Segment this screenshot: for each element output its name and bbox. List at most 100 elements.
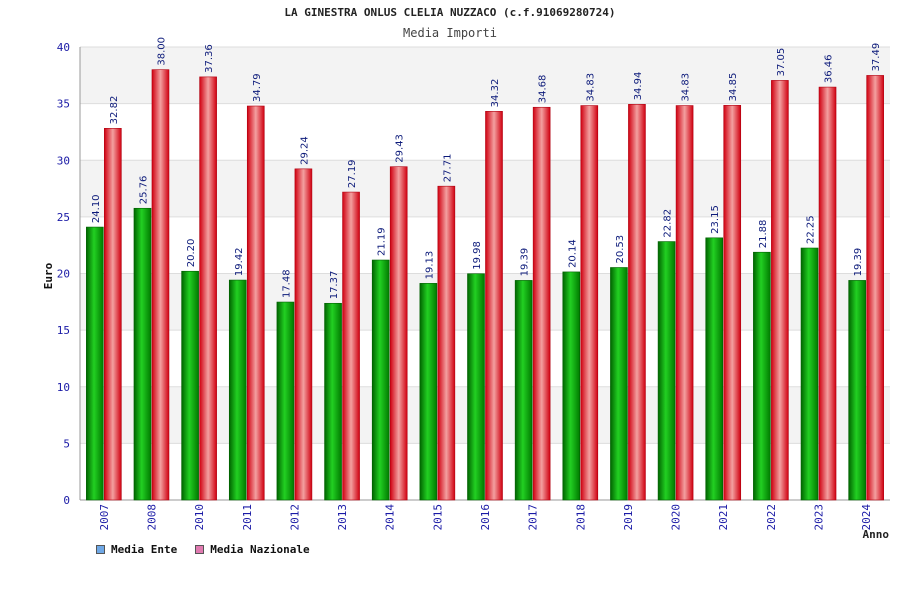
bar-media-nazionale-2014[interactable] [389,166,408,501]
y-tick-label: 5 [63,437,70,450]
bar-media-ente-2018[interactable] [562,271,581,501]
legend-item-nazionale[interactable]: Media Nazionale [195,543,310,556]
bar-media-nazionale-2012[interactable] [294,168,313,501]
x-tick-label-2018: 2018 [574,504,587,531]
value-label-nazionale-2016: 34.32 [490,79,501,108]
value-label-ente-2019: 20.53 [615,235,626,264]
y-axis-label: Euro [42,262,55,289]
value-label-ente-2015: 19.13 [424,251,435,280]
bar-media-nazionale-2019[interactable] [628,104,646,501]
value-label-ente-2017: 19.39 [520,248,531,277]
bar-media-nazionale-2024[interactable] [866,75,884,501]
bar-media-ente-2011[interactable] [228,279,247,501]
value-label-nazionale-2007: 32.82 [109,96,120,125]
bar-media-ente-2021[interactable] [705,237,724,501]
legend: Media Ente Media Nazionale [96,543,310,556]
x-tick-label-2024: 2024 [860,504,873,531]
value-label-nazionale-2015: 27.71 [442,154,453,183]
x-axis-label: Anno [863,528,890,541]
value-label-nazionale-2008: 38.00 [156,37,167,66]
bar-media-ente-2008[interactable] [133,207,152,501]
bar-media-nazionale-2018[interactable] [580,105,599,501]
bar-media-ente-2014[interactable] [371,259,390,501]
y-tick-label: 25 [57,211,70,224]
value-label-nazionale-2024: 37.49 [871,43,882,72]
x-tick-label-2013: 2013 [336,504,349,531]
x-tick-label-2014: 2014 [384,504,397,531]
bar-media-ente-2012[interactable] [276,301,295,501]
legend-item-ente[interactable]: Media Ente [96,543,177,556]
value-label-ente-2013: 17.37 [329,271,340,300]
value-label-ente-2014: 21.19 [377,227,388,256]
bar-media-ente-2024[interactable] [848,280,866,501]
value-label-ente-2010: 20.20 [186,239,197,268]
chart-subtitle: Media Importi [403,26,497,40]
bar-media-nazionale-2021[interactable] [723,105,742,501]
chart-title: LA GINESTRA ONLUS CLELIA NUZZACO (c.f.91… [284,6,616,19]
value-label-nazionale-2017: 34.68 [538,75,549,104]
x-tick-label-2020: 2020 [670,504,683,531]
value-label-nazionale-2011: 34.79 [252,73,263,102]
bar-media-nazionale-2015[interactable] [437,185,456,501]
bar-media-ente-2010[interactable] [181,270,199,501]
bar-media-ente-2023[interactable] [800,247,819,501]
bar-media-nazionale-2011[interactable] [246,105,265,501]
x-tick-label-2012: 2012 [288,504,301,531]
legend-label-ente: Media Ente [111,543,178,556]
x-tick-label-2007: 2007 [98,504,111,531]
x-tick-label-2016: 2016 [479,504,492,531]
value-label-nazionale-2019: 34.94 [633,72,644,101]
x-tick-label-2011: 2011 [241,504,254,531]
y-tick-label: 10 [57,381,70,394]
value-label-ente-2022: 21.88 [758,220,769,249]
value-label-nazionale-2018: 34.83 [585,73,596,102]
x-tick-label-2017: 2017 [527,504,540,531]
x-tick-label-2010: 2010 [193,504,206,531]
bar-media-ente-2007[interactable] [86,226,104,501]
x-tick-label-2022: 2022 [765,504,778,531]
y-tick-label: 35 [57,98,70,111]
value-label-nazionale-2010: 37.36 [204,44,215,73]
y-tick-label: 30 [57,154,70,167]
value-label-nazionale-2021: 34.85 [728,73,739,102]
value-label-ente-2016: 19.98 [472,241,483,270]
x-tick-label-2023: 2023 [813,504,826,531]
value-label-nazionale-2014: 29.43 [395,134,406,163]
value-label-ente-2023: 22.25 [806,215,817,244]
bar-media-nazionale-2023[interactable] [818,86,837,501]
value-label-ente-2011: 19.42 [234,247,245,276]
value-label-nazionale-2022: 37.05 [776,48,787,77]
bar-media-ente-2017[interactable] [514,280,533,501]
legend-swatch-ente [96,545,105,554]
value-label-ente-2007: 24.10 [91,194,102,223]
bar-media-ente-2019[interactable] [610,267,628,501]
bar-media-ente-2016[interactable] [467,273,485,501]
bar-media-ente-2022[interactable] [753,251,771,501]
bar-media-nazionale-2010[interactable] [199,76,217,501]
y-tick-label: 15 [57,324,70,337]
value-label-ente-2024: 19.39 [853,248,864,277]
value-label-ente-2018: 20.14 [567,239,578,268]
bar-media-nazionale-2020[interactable] [675,105,694,501]
value-label-ente-2012: 17.48 [281,269,292,298]
value-label-nazionale-2013: 27.19 [347,159,358,188]
bar-media-ente-2020[interactable] [657,241,676,501]
bar-media-nazionale-2016[interactable] [485,111,503,501]
bar-media-ente-2013[interactable] [324,302,342,501]
bar-media-nazionale-2013[interactable] [342,191,360,501]
value-label-nazionale-2020: 34.83 [681,73,692,102]
bar-media-nazionale-2007[interactable] [104,128,122,501]
bar-media-nazionale-2022[interactable] [771,80,789,501]
value-label-ente-2021: 23.15 [710,205,721,234]
value-label-nazionale-2023: 36.46 [824,54,835,83]
bar-media-nazionale-2008[interactable] [151,69,170,501]
bar-media-ente-2015[interactable] [419,283,438,501]
x-tick-label-2008: 2008 [145,504,158,531]
y-tick-label: 20 [57,268,70,281]
x-tick-label-2021: 2021 [717,504,730,531]
y-tick-label: 40 [57,41,70,54]
legend-swatch-nazionale [195,545,205,554]
bar-media-nazionale-2017[interactable] [532,106,551,501]
x-tick-label-2015: 2015 [431,504,444,531]
